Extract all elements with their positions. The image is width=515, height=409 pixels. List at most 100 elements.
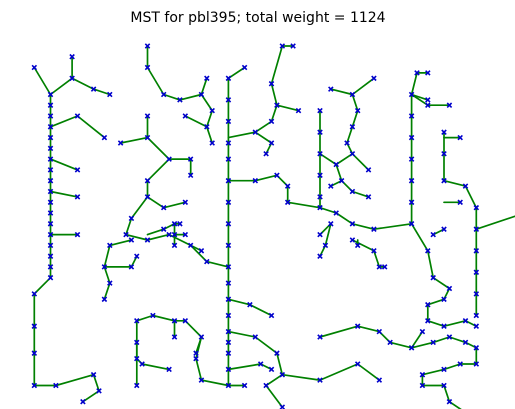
node-x-marker	[171, 242, 178, 249]
node-x-marker	[198, 377, 205, 383]
chart-title: MST for pbl395; total weight = 1124	[130, 10, 385, 26]
node-x-marker	[193, 350, 199, 356]
node-x-marker	[317, 172, 323, 179]
node-x-marker	[430, 274, 436, 281]
mst-edge	[249, 303, 273, 317]
node-x-marker	[387, 339, 393, 346]
node-x-marker	[166, 156, 172, 162]
node-x-marker	[225, 156, 232, 162]
node-x-marker	[473, 269, 480, 276]
mst-edge	[319, 206, 338, 214]
node-x-marker	[182, 113, 189, 119]
node-x-marker	[204, 75, 210, 82]
node-x-marker	[47, 221, 54, 227]
mst-edge	[324, 222, 332, 247]
node-x-marker	[225, 312, 232, 319]
node-x-marker	[139, 361, 145, 367]
node-x-marker	[408, 177, 415, 184]
mst-edge	[410, 222, 429, 252]
mst-edge	[119, 136, 149, 144]
node-x-marker	[225, 382, 232, 389]
mst-edge	[103, 244, 111, 268]
mst-edge	[410, 72, 418, 96]
mst-edge	[146, 196, 165, 209]
mst-edge	[464, 185, 478, 209]
node-x-marker	[90, 371, 97, 378]
node-x-marker	[295, 107, 302, 114]
node-x-marker	[47, 124, 54, 130]
node-x-marker	[225, 242, 232, 249]
mst-edge	[276, 104, 300, 112]
node-x-marker	[354, 242, 361, 249]
mst-edge	[373, 249, 381, 268]
mst-edge	[270, 82, 278, 107]
mst-edge	[184, 319, 203, 338]
node-x-marker	[74, 231, 81, 238]
node-x-marker	[144, 177, 151, 184]
mst-edge	[319, 325, 359, 338]
node-x-marker	[268, 312, 275, 319]
mst-edge	[92, 88, 111, 96]
mst-edge	[49, 115, 79, 128]
node-x-marker	[441, 382, 447, 389]
mst-edge	[335, 212, 354, 225]
node-x-marker	[349, 237, 356, 243]
node-x-marker	[473, 226, 480, 232]
mst-edge	[227, 330, 257, 338]
node-x-marker	[274, 350, 280, 356]
mst-edge	[389, 341, 413, 349]
node-x-marker	[247, 301, 253, 308]
node-x-marker	[123, 231, 129, 238]
node-x-marker	[365, 194, 372, 200]
node-x-marker	[144, 237, 151, 243]
node-x-marker	[117, 140, 124, 146]
node-x-marker	[263, 151, 269, 157]
node-x-marker	[47, 274, 54, 281]
node-x-marker	[128, 237, 135, 243]
node-x-marker	[177, 97, 183, 103]
node-x-marker	[252, 129, 259, 135]
mst-edge	[49, 190, 79, 198]
node-x-marker	[354, 323, 361, 329]
node-x-marker	[268, 118, 275, 125]
node-x-marker	[338, 177, 345, 184]
mst-edge	[92, 373, 100, 392]
node-x-marker	[441, 226, 447, 232]
node-x-marker	[274, 172, 280, 179]
mst-edge	[448, 336, 467, 344]
mst-edge	[108, 239, 133, 247]
node-x-marker	[107, 91, 113, 98]
mst-edge	[71, 77, 95, 90]
node-x-marker	[166, 366, 172, 373]
node-x-marker	[473, 361, 480, 367]
node-x-marker	[473, 345, 480, 351]
node-x-marker	[473, 312, 480, 319]
mst-edge	[351, 93, 359, 112]
node-x-marker	[408, 156, 415, 162]
node-x-marker	[349, 221, 356, 227]
node-x-marker	[419, 328, 426, 335]
mst-edge	[162, 201, 187, 209]
mst-edge	[265, 373, 284, 387]
node-x-marker	[182, 231, 189, 238]
mst-edge	[130, 196, 149, 220]
node-x-marker	[252, 334, 259, 340]
node-x-marker	[209, 107, 215, 114]
node-x-marker	[419, 382, 426, 389]
node-x-marker	[171, 231, 178, 238]
mst-edge	[55, 373, 95, 387]
mst-edge	[432, 276, 451, 290]
node-x-marker	[134, 355, 140, 362]
mst-edge	[82, 390, 100, 403]
node-x-marker	[441, 366, 447, 373]
node-x-marker	[31, 291, 38, 297]
node-x-marker	[441, 296, 447, 303]
node-x-marker	[349, 91, 356, 98]
mst-edge	[135, 314, 154, 322]
node-x-marker	[333, 210, 339, 216]
node-x-marker	[74, 194, 81, 200]
node-x-marker	[457, 134, 463, 141]
node-x-marker	[31, 382, 38, 389]
mst-edge	[195, 336, 203, 355]
